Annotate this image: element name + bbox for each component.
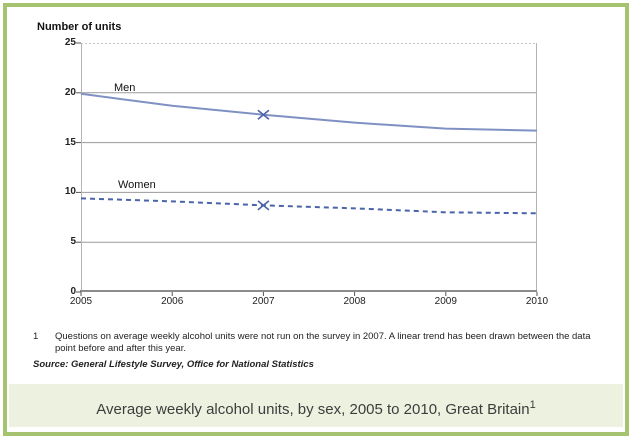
x-tick-label: 2009 xyxy=(434,296,457,307)
footnote-line-1: Questions on average weekly alcohol unit… xyxy=(55,331,591,342)
line-men xyxy=(80,92,538,132)
caption-superscript: 1 xyxy=(529,399,536,411)
footnote-number: 1 xyxy=(33,331,39,342)
footnote-text: Questions on average weekly alcohol unit… xyxy=(55,331,603,354)
y-tick-label: 0 xyxy=(70,286,76,297)
y-tick-label: 5 xyxy=(70,236,76,248)
y-tick-label: 10 xyxy=(64,186,76,198)
caption-band: Average weekly alcohol units, by sex, 20… xyxy=(9,384,623,427)
x-tick-label: 2005 xyxy=(69,296,93,307)
y-tick-label: 25 xyxy=(64,37,76,48)
x-tick-label: 2008 xyxy=(343,296,366,307)
series-label-women: Women xyxy=(118,179,156,191)
plot-svg xyxy=(76,42,538,296)
x-tick-label: 2010 xyxy=(525,296,549,307)
y-axis-title: Number of units xyxy=(37,21,122,33)
source-line: Source: General Lifestyle Survey, Office… xyxy=(33,359,314,370)
plot-area xyxy=(76,42,538,296)
y-tick-label: 15 xyxy=(64,136,76,148)
line-women xyxy=(80,197,538,215)
figure-caption: Average weekly alcohol units, by sex, 20… xyxy=(96,399,536,418)
footnote-line-2: point before and after this year. xyxy=(55,342,186,354)
x-tick-label: 2007 xyxy=(252,296,275,307)
series-label-men: Men xyxy=(114,82,136,94)
marker-x-women xyxy=(257,200,270,211)
x-tick-label: 2006 xyxy=(161,296,184,307)
y-tick-label: 20 xyxy=(64,86,76,98)
marker-x-men xyxy=(257,109,270,120)
caption-text: Average weekly alcohol units, by sex, 20… xyxy=(96,401,530,418)
